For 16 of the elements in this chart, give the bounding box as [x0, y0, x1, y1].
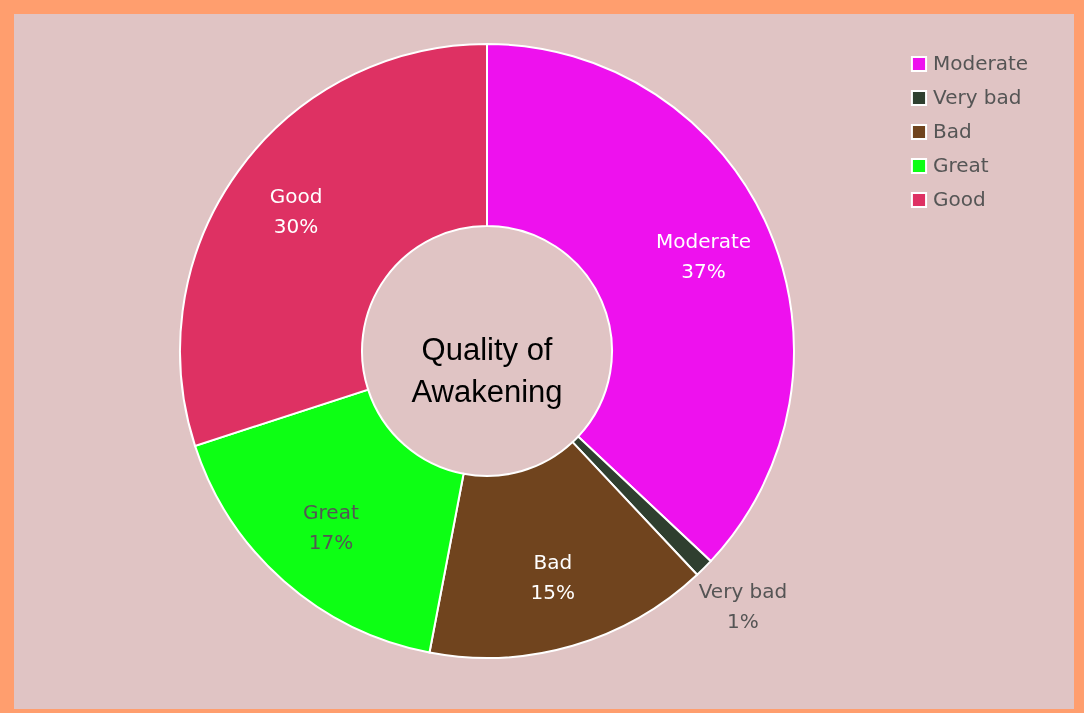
legend-label: Moderate: [933, 51, 1029, 75]
slice-label: Good: [269, 184, 323, 209]
text: Quality of Awakening: [411, 332, 563, 409]
legend-label: Bad: [933, 119, 972, 143]
data-label: 37%: [681, 259, 726, 284]
data-label: 1%: [727, 608, 759, 633]
slice-label: Moderate: [656, 229, 752, 254]
data-label: 30%: [273, 214, 319, 239]
slice-label: Very bad: [698, 578, 788, 603]
legend-label: Very bad: [933, 85, 1022, 109]
slice-label: Great: [303, 500, 359, 525]
legend-label: Great: [933, 153, 989, 177]
data-label: 17%: [308, 530, 354, 555]
data-label: 15%: [530, 579, 576, 604]
slice-label: Bad: [533, 549, 573, 574]
legend-label: Good: [933, 187, 986, 211]
